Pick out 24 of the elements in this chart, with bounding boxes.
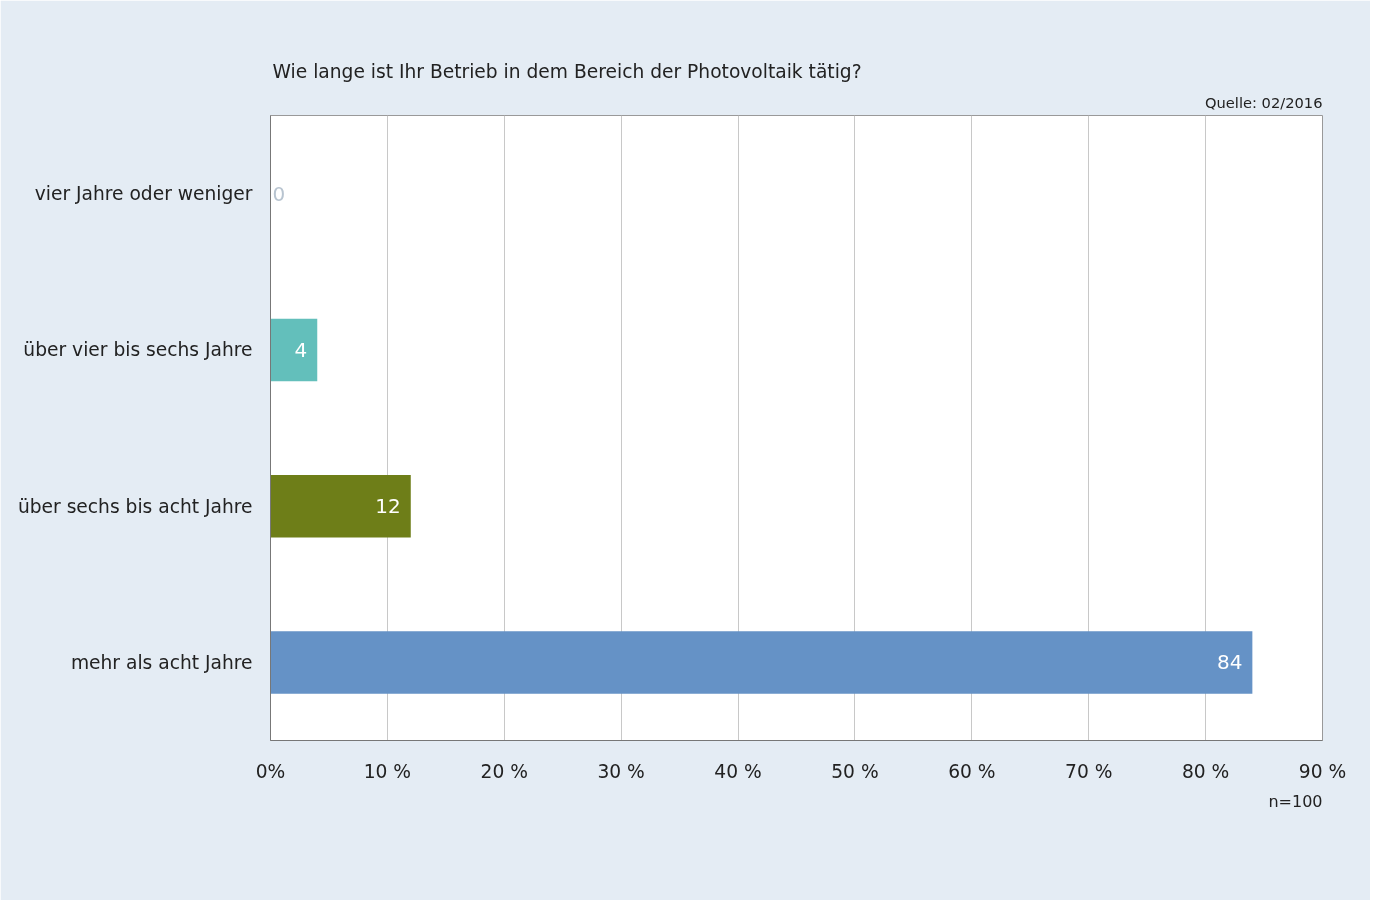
x-tick-label: 60 % xyxy=(948,760,996,782)
data-label: 12 xyxy=(375,494,401,519)
x-tick-label: 40 % xyxy=(714,760,762,782)
x-tick-label: 30 % xyxy=(597,760,645,782)
text: n=100 xyxy=(1268,791,1323,811)
data-label: 0 xyxy=(272,181,286,206)
y-tick-label: mehr als acht Jahre xyxy=(70,651,253,673)
x-tick-label: 90 % xyxy=(1298,760,1347,782)
y-tick-label: über vier bis sechs Jahre xyxy=(23,339,253,361)
x-tick-label: 80 % xyxy=(1181,760,1230,782)
bar xyxy=(270,474,411,538)
data-label: 84 xyxy=(1216,650,1243,675)
y-tick-label: über sechs bis acht Jahre xyxy=(17,495,253,517)
x-tick-label: 10 % xyxy=(363,760,412,782)
chart-title: Wie lange ist Ihr Betrieb in dem Bereich der Photovoltaik tätig? xyxy=(272,60,862,82)
data-label: 4 xyxy=(294,337,308,362)
x-tick-label: 0% xyxy=(255,760,286,782)
y-tick-label: vier Jahre oder weniger xyxy=(34,183,253,205)
x-tick-label: 70 % xyxy=(1065,760,1113,782)
x-tick-label: 20 % xyxy=(480,760,528,782)
source-note: Quelle: 02/2016 xyxy=(1205,93,1323,111)
bar xyxy=(270,631,1253,694)
x-tick-label: 50 % xyxy=(831,760,879,782)
bar xyxy=(270,318,318,382)
